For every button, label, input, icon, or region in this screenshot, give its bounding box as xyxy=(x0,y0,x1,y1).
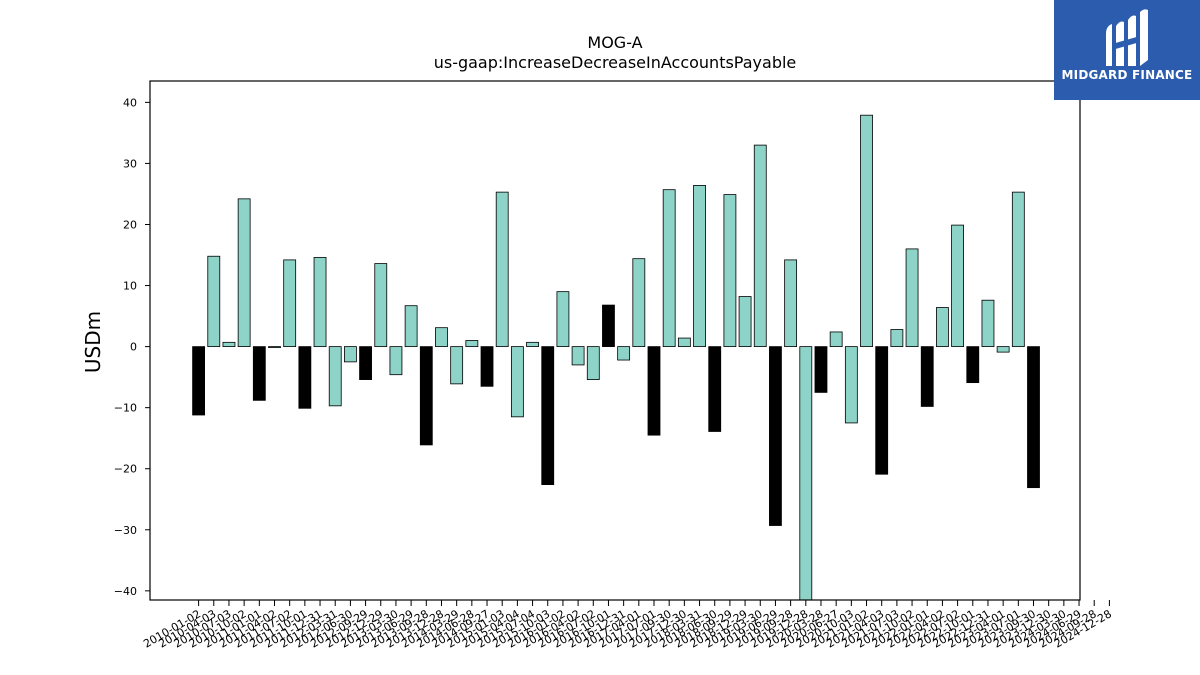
y-tick-label: −40 xyxy=(114,585,137,598)
bar-2015-04-04 xyxy=(510,346,524,418)
bar-2011-10-01 xyxy=(298,346,312,409)
y-tick-label: 20 xyxy=(123,218,137,231)
bar-2018-06-30 xyxy=(708,346,722,432)
bar-2016-01-02 xyxy=(556,291,570,347)
bar-2014-03-29 xyxy=(450,346,464,385)
bar-2011-12-31 xyxy=(313,257,327,348)
bar-2015-10-03 xyxy=(541,346,555,485)
bar-2014-09-27 xyxy=(480,346,494,387)
bar-2021-10-02 xyxy=(905,248,919,348)
y-tick-label: 10 xyxy=(123,280,137,293)
y-axis-label: USDm xyxy=(81,311,105,373)
bar-2019-03-30 xyxy=(753,144,767,348)
bar-2013-12-28 xyxy=(435,327,448,348)
bar-2023-09-30 xyxy=(1027,346,1040,489)
chart-title: MOG-A xyxy=(587,33,642,52)
bar-2022-12-31 xyxy=(981,299,995,348)
bar-2015-07-04 xyxy=(526,341,539,347)
bar-2010-04-03 xyxy=(207,255,221,348)
bar-2022-10-01 xyxy=(966,346,980,384)
y-tick-label: 30 xyxy=(123,157,137,170)
bar-2023-07-01 xyxy=(1011,191,1025,348)
bar-2019-09-28 xyxy=(784,259,798,347)
bar-2021-07-03 xyxy=(890,329,904,348)
bar-2019-12-28 xyxy=(799,346,813,601)
logo-mark-icon xyxy=(1106,9,1148,67)
bar-2010-01-02 xyxy=(192,346,206,416)
bar-2017-12-30 xyxy=(677,337,691,348)
bar-2017-04-01 xyxy=(632,258,646,347)
bar-2021-01-02 xyxy=(860,114,873,348)
plot-frame xyxy=(149,80,1081,601)
bar-2011-07-02 xyxy=(283,259,297,347)
y-tick-label: 0 xyxy=(130,341,137,354)
bar-2013-06-29 xyxy=(404,305,418,348)
logo-text: MIDGARD FINANCE xyxy=(1061,68,1193,82)
bar-2020-06-27 xyxy=(829,331,843,348)
y-tick-label: −10 xyxy=(114,402,137,415)
bar-2012-12-29 xyxy=(374,263,388,348)
bar-2018-09-29 xyxy=(723,194,737,348)
bar-2010-10-02 xyxy=(237,198,251,347)
y-axis-ticks: −40 −30 −20 −10 0 10 20 30 40 xyxy=(114,96,150,598)
chart-subtitle: us-gaap:IncreaseDecreaseInAccountsPayabl… xyxy=(434,53,797,72)
bar-2021-04-03 xyxy=(875,346,889,475)
bar-2022-07-02 xyxy=(951,224,964,348)
bar-2020-10-03 xyxy=(844,346,858,424)
y-tick-label: 40 xyxy=(123,96,137,109)
bar-2016-12-31 xyxy=(617,346,631,361)
y-tick-label: −30 xyxy=(114,524,137,537)
bar-2022-04-02 xyxy=(936,307,949,348)
bar-2016-07-02 xyxy=(586,346,600,380)
bar-2018-03-31 xyxy=(693,185,706,348)
bar-2011-01-01 xyxy=(252,346,266,401)
bars-group xyxy=(192,114,1040,601)
bar-2012-03-31 xyxy=(328,346,342,407)
midgard-finance-logo: MIDGARD FINANCE xyxy=(1054,0,1200,100)
bar-2023-04-01 xyxy=(996,346,1010,353)
bar-2015-01-03 xyxy=(495,191,509,348)
bar-2019-06-29 xyxy=(769,346,782,526)
bar-2020-03-28 xyxy=(814,346,828,393)
y-tick-label: −20 xyxy=(114,463,137,476)
bar-2016-10-01 xyxy=(602,304,615,348)
bar-2022-01-01 xyxy=(920,346,934,407)
bar-2012-09-29 xyxy=(359,346,372,380)
bar-2014-06-28 xyxy=(465,340,479,348)
x-axis-ticks: 2010-01-022010-04-032010-07-032010-10-02… xyxy=(141,600,1114,651)
bar-2017-09-30 xyxy=(662,189,676,347)
bar-2016-04-02 xyxy=(571,346,585,366)
bar-2018-12-29 xyxy=(738,296,752,348)
bar-2017-07-01 xyxy=(647,346,661,436)
bar-2013-03-30 xyxy=(389,346,403,376)
bar-2011-04-02 xyxy=(268,346,281,349)
bar-2012-06-30 xyxy=(343,346,357,363)
bar-2013-09-28 xyxy=(419,346,433,446)
bar-2010-07-03 xyxy=(222,341,236,347)
